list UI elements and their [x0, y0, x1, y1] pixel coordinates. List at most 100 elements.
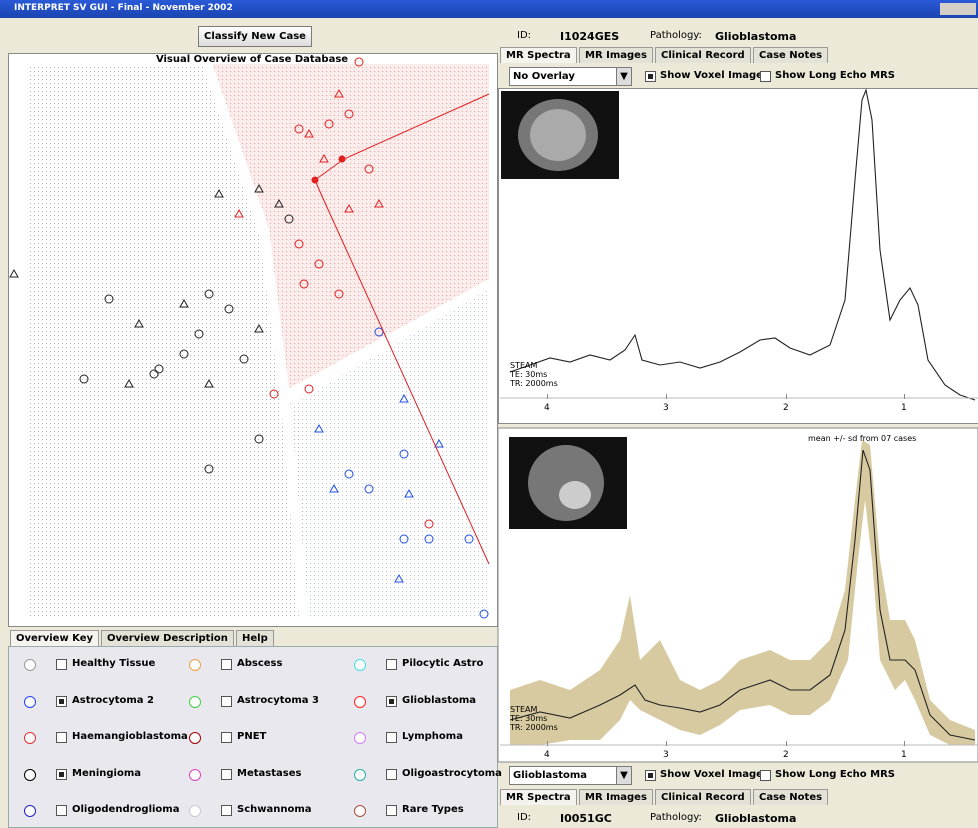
pathology: Glioblastoma: [715, 30, 796, 43]
voxel-label: Show Voxel Image: [660, 70, 763, 81]
key-checkbox[interactable]: [386, 696, 397, 707]
tab[interactable]: MR Images: [579, 789, 653, 805]
tab[interactable]: Case Notes: [753, 789, 828, 805]
key-swatch: [24, 769, 36, 781]
key-swatch: [354, 696, 366, 708]
key-label: Glioblastoma: [402, 695, 476, 706]
axis-tick: [786, 741, 787, 746]
key-label: PNET: [237, 731, 266, 742]
page: INTERPRET SV GUI - Final - November 2002…: [0, 0, 978, 828]
key-checkbox[interactable]: [56, 732, 67, 743]
key-swatch: [189, 769, 201, 781]
voxel-checkbox[interactable]: [645, 71, 656, 82]
pathology-label: Pathology:: [650, 812, 702, 823]
combo-arrow[interactable]: ▼: [616, 68, 631, 85]
axis-tick-label: 4: [544, 750, 550, 760]
voxel-label: Show Voxel Image: [660, 769, 763, 780]
key-swatch: [189, 659, 201, 671]
key-label: Astrocytoma 3: [237, 695, 319, 706]
key-checkbox[interactable]: [221, 696, 232, 707]
spectrum-label: STEAM: [510, 705, 537, 714]
axis-tick: [547, 394, 548, 399]
key-label: Rare Types: [402, 804, 464, 815]
long-echo-label: Show Long Echo MRS: [775, 70, 895, 81]
id-label: ID:: [517, 812, 531, 823]
axis-tick-label: 4: [544, 403, 550, 413]
key-checkbox[interactable]: [386, 805, 397, 816]
spectrum-label: TE: 30ms: [510, 370, 547, 379]
tab[interactable]: MR Images: [579, 47, 653, 63]
key-checkbox[interactable]: [221, 732, 232, 743]
spectrum-label: TR: 2000ms: [510, 379, 558, 388]
axis-tick-label: 2: [783, 750, 789, 760]
axis-tick: [904, 394, 905, 399]
combo-arrow[interactable]: ▼: [616, 767, 631, 784]
key-checkbox[interactable]: [386, 732, 397, 743]
tab[interactable]: MR Spectra: [500, 47, 577, 63]
key-checkbox[interactable]: [221, 805, 232, 816]
axis-tick-label: 3: [663, 403, 669, 413]
axis-tick: [786, 394, 787, 399]
pathology-label: Pathology:: [650, 30, 702, 41]
key-label: Haemangioblastoma: [72, 731, 188, 742]
case-id: I0051GC: [560, 812, 612, 825]
axis-tick-label: 3: [663, 750, 669, 760]
axis-tick: [904, 741, 905, 746]
key-checkbox[interactable]: [221, 769, 232, 780]
overlay-note: mean +/- sd from 07 cases: [808, 434, 916, 443]
key-swatch: [24, 696, 36, 708]
key-checkbox[interactable]: [386, 769, 397, 780]
key-label: Healthy Tissue: [72, 658, 155, 669]
spectrum-label: TE: 30ms: [510, 714, 547, 723]
key-swatch: [24, 659, 36, 671]
axis-tick-label: 2: [783, 403, 789, 413]
pathology: Glioblastoma: [715, 812, 796, 825]
axis-tick-label: 1: [901, 750, 907, 760]
key-label: Lymphoma: [402, 731, 463, 742]
spectrum-label: TR: 2000ms: [510, 723, 558, 732]
mri-brain: [528, 445, 604, 521]
key-label: Meningioma: [72, 768, 141, 779]
mri-lesion: [559, 481, 591, 509]
overlay-combo[interactable]: No Overlay▼: [509, 67, 632, 86]
overlay-combo[interactable]: Glioblastoma▼: [509, 766, 632, 785]
long-echo-checkbox[interactable]: [760, 71, 771, 82]
long-echo-label: Show Long Echo MRS: [775, 769, 895, 780]
key-label: Abscess: [237, 658, 282, 669]
long-echo-checkbox[interactable]: [760, 770, 771, 781]
axis-tick-label: 1: [901, 403, 907, 413]
tab[interactable]: Help: [236, 630, 274, 646]
key-swatch: [354, 732, 366, 744]
key-checkbox[interactable]: [56, 805, 67, 816]
tab[interactable]: Overview Key: [10, 630, 99, 646]
key-checkbox[interactable]: [56, 659, 67, 670]
key-swatch: [354, 659, 366, 671]
key-label: Pilocytic Astro: [402, 658, 483, 669]
mri-brain: [530, 109, 586, 161]
key-swatch: [189, 805, 201, 817]
key-checkbox[interactable]: [56, 696, 67, 707]
key-label: Oligodendroglioma: [72, 804, 179, 815]
key-swatch: [24, 805, 36, 817]
key-swatch: [189, 732, 201, 744]
key-label: Metastases: [237, 768, 301, 779]
key-swatch: [354, 805, 366, 817]
axis-tick: [547, 741, 548, 746]
case-id: I1024GES: [560, 30, 619, 43]
tab[interactable]: MR Spectra: [500, 789, 577, 805]
spectrum-label: STEAM: [510, 361, 537, 370]
tab[interactable]: Case Notes: [753, 47, 828, 63]
key-label: Schwannoma: [237, 804, 312, 815]
key-label: Astrocytoma 2: [72, 695, 154, 706]
tab[interactable]: Clinical Record: [655, 789, 751, 805]
key-checkbox[interactable]: [386, 659, 397, 670]
tab[interactable]: Clinical Record: [655, 47, 751, 63]
key-swatch: [189, 696, 201, 708]
tab[interactable]: Overview Description: [101, 630, 234, 646]
key-checkbox[interactable]: [56, 769, 67, 780]
key-swatch: [354, 769, 366, 781]
voxel-checkbox[interactable]: [645, 770, 656, 781]
axis-tick: [666, 741, 667, 746]
id-label: ID:: [517, 30, 531, 41]
key-checkbox[interactable]: [221, 659, 232, 670]
